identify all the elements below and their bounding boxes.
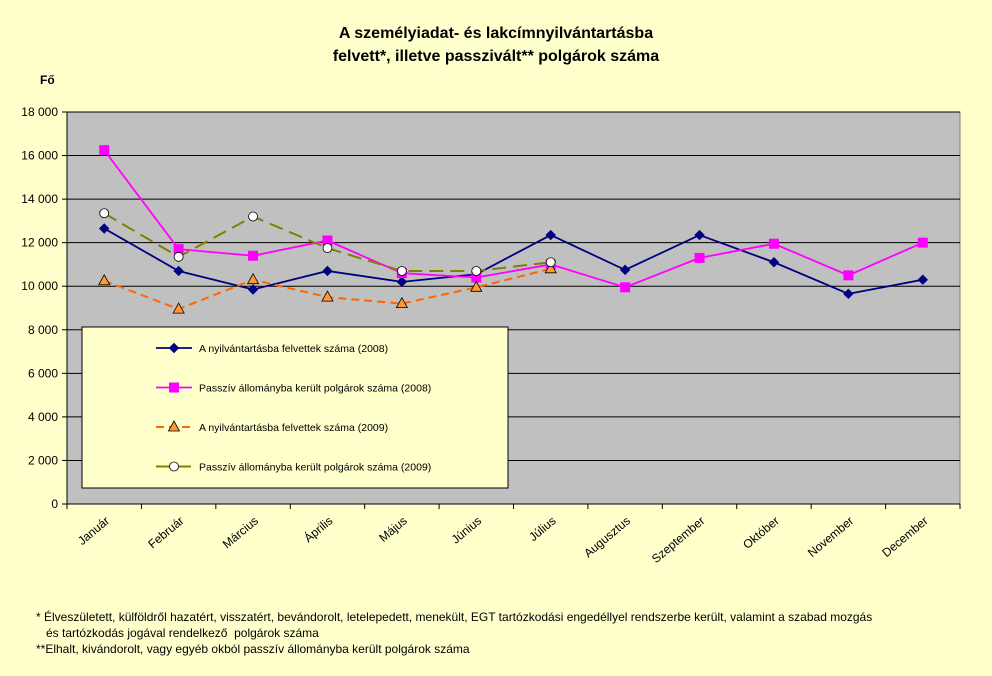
- legend-marker-1: [168, 342, 180, 354]
- x-tick-label: Május: [376, 514, 410, 545]
- series-3-point-aprilis: [321, 290, 334, 302]
- chart-title-line-2: felvett*, illetve passzivált** polgárok …: [332, 48, 660, 65]
- footnote-1-continued: és tartózkodás jogával rendelkező polgár…: [36, 626, 319, 640]
- footnotes: * Élveszületett, külföldről hazatért, vi…: [36, 609, 872, 657]
- series-2-point-marcius: [248, 250, 259, 261]
- y-tick-label: 18 000: [21, 105, 58, 119]
- series-3-point-junius: [470, 280, 483, 292]
- x-tick-label: Október: [740, 514, 782, 552]
- series-1-point-december: [917, 274, 928, 285]
- series-1-point-majus: [396, 276, 408, 288]
- series-2-point-januar: [99, 145, 110, 156]
- series-1-point-oktober: [768, 257, 780, 268]
- series-2-point-november: [843, 270, 854, 281]
- series-1-point-aprilis: [322, 265, 333, 277]
- legend: [81, 326, 509, 489]
- legend-label-1: A nyilvántartásba felvettek száma (2008): [199, 343, 388, 355]
- y-axis-unit-label: Fő: [40, 73, 55, 87]
- series-2-point-szeptember: [694, 252, 705, 263]
- legend-label-4: Passzív állományba került polgárok száma…: [199, 462, 431, 474]
- x-tick-label: Február: [145, 514, 186, 552]
- series-1-point-marcius: [247, 284, 259, 295]
- series-2-point-augusztus: [620, 282, 631, 293]
- legend-marker-2: [169, 382, 179, 393]
- series-2-point-december: [917, 237, 928, 248]
- series-3-point-januar: [98, 273, 111, 286]
- series-4-point-junius: [471, 266, 482, 276]
- x-tick-label: Augusztus: [581, 514, 633, 561]
- y-tick-label: 8 000: [28, 323, 58, 337]
- y-tick-label: 14 000: [21, 192, 58, 206]
- x-tick-label: Március: [220, 514, 261, 552]
- series-4-point-januar: [99, 208, 110, 219]
- series-4-point-marcius: [248, 211, 258, 222]
- series-1-point-februar: [173, 265, 184, 277]
- series-1-point-szeptember: [694, 229, 705, 241]
- series-3-point-majus: [395, 296, 409, 309]
- y-tick-label: 16 000: [21, 149, 58, 163]
- footnote-2: **Elhalt, kivándorolt, vagy egyéb okból …: [36, 642, 470, 656]
- y-tick-label: 12 000: [21, 236, 58, 250]
- x-tick-label: December: [879, 514, 930, 560]
- legend-marker-3: [167, 420, 181, 432]
- series-4-point-aprilis: [322, 243, 333, 254]
- y-tick-label: 4 000: [28, 410, 58, 424]
- chart-title-line-1: A személyiadat- és lakcímnyilvántartásba: [338, 25, 654, 42]
- series-1-point-augusztus: [619, 264, 631, 276]
- x-tick-label: Június: [449, 514, 485, 547]
- series-1-point-januar: [99, 223, 110, 234]
- chart-title: A személyiadat- és lakcímnyilvántartásba…: [0, 22, 992, 68]
- x-tick-label: Április: [301, 513, 336, 545]
- series-4-point-februar: [173, 251, 184, 262]
- series-3-point-julius: [544, 261, 557, 274]
- x-tick-label: Január: [75, 514, 112, 548]
- x-tick-label: Július: [526, 514, 559, 544]
- y-tick-label: 2 000: [28, 453, 58, 467]
- legend-label-2: Passzív állományba került polgárok száma…: [199, 383, 431, 395]
- y-tick-label: 10 000: [21, 279, 58, 293]
- series-4-point-majus: [396, 266, 407, 276]
- series-1-point-november: [843, 288, 854, 300]
- x-tick-label: November: [805, 514, 856, 560]
- series-4-point-julius: [545, 257, 556, 268]
- series-line-2: [103, 149, 924, 289]
- footnote-1: * Élveszületett, külföldről hazatért, vi…: [36, 610, 873, 624]
- x-tick-label: Szeptember: [649, 514, 708, 566]
- legend-label-3: A nyilvántartásba felvettek száma (2009): [199, 422, 388, 434]
- series-3-point-februar: [172, 302, 185, 314]
- y-tick-label: 6 000: [28, 366, 58, 380]
- series-3-point-marcius: [246, 272, 260, 285]
- y-tick-label: 0: [51, 497, 58, 511]
- series-line-1: [103, 227, 923, 295]
- legend-marker-4: [169, 461, 179, 472]
- series-2-point-oktober: [768, 238, 779, 249]
- series-1-point-julius: [545, 229, 556, 241]
